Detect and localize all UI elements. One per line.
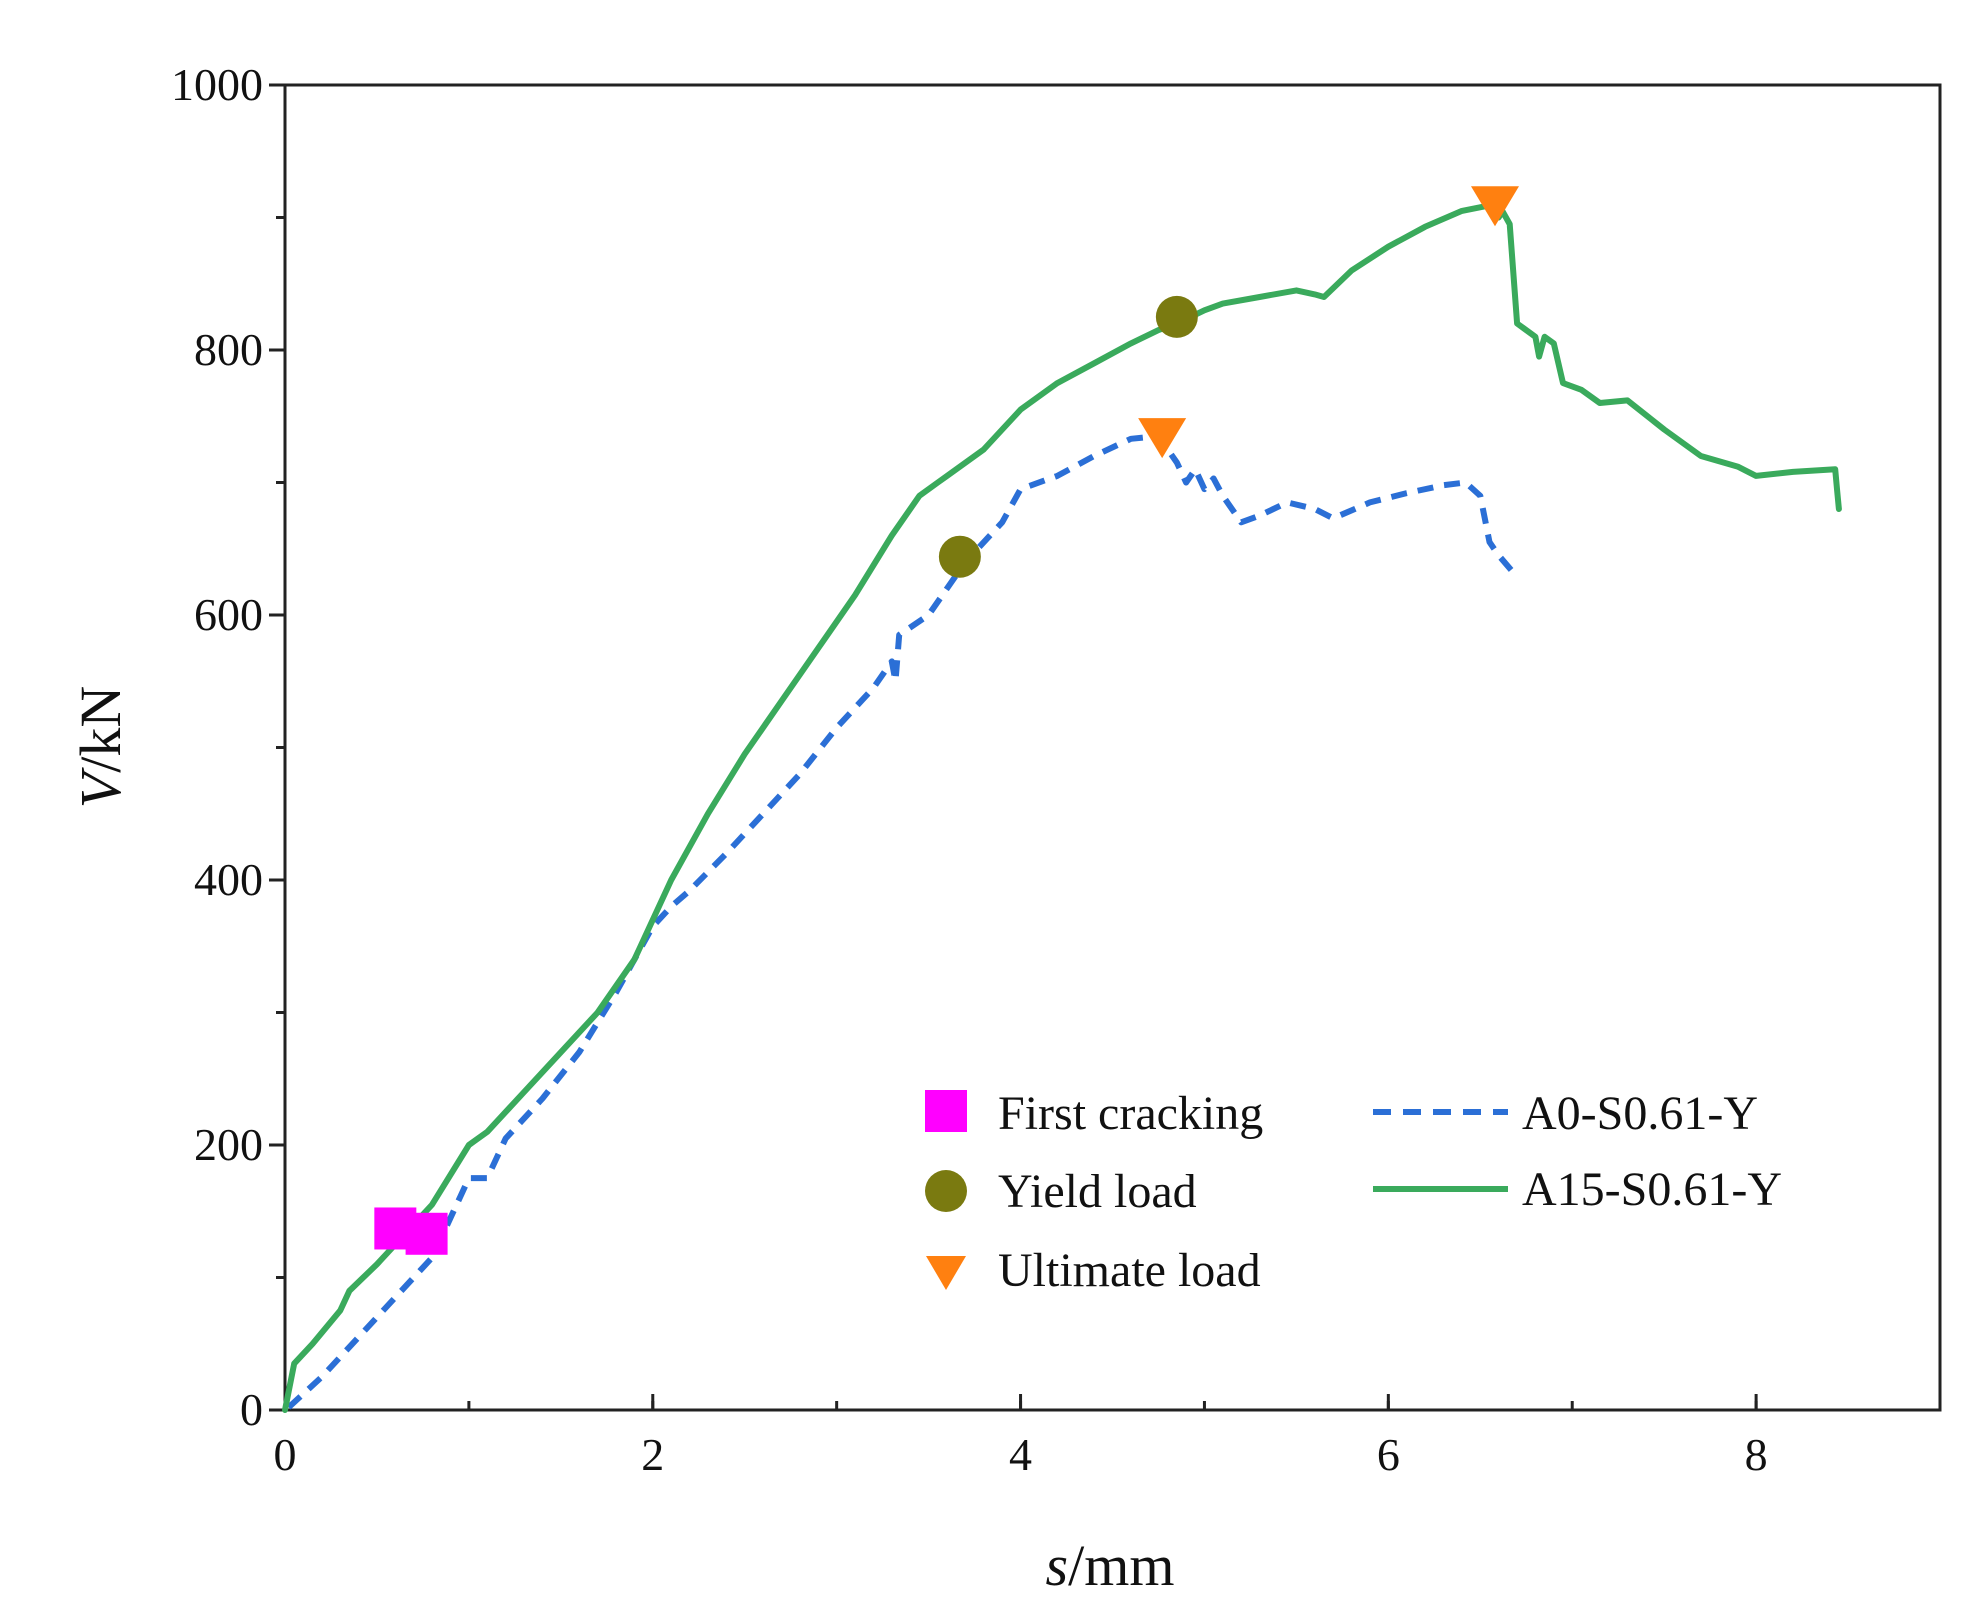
y-axis-unit: /kN	[68, 686, 133, 773]
marker-yield-load-a0-s0-61-y	[938, 535, 981, 578]
series-line-a15-s0-61-y	[282, 201, 1842, 1413]
legend-yield-load-label: Yield load	[998, 1165, 1197, 1218]
legend-a15-label: A15-S0.61-Y	[1522, 1163, 1782, 1216]
marker-ultimate-load-a0-s0-61-y	[1138, 418, 1187, 459]
legend-ultimate-load-label: Ultimate load	[998, 1244, 1261, 1297]
x-tick-label: 8	[1745, 1429, 1768, 1480]
legend-ultimate-load-swatch	[926, 1256, 966, 1290]
legend-a0-label: A0-S0.61-Y	[1522, 1087, 1758, 1140]
marker-first-cracking-a0-s0-61-y	[405, 1212, 448, 1255]
y-tick-label: 800	[194, 324, 263, 375]
x-tick-label: 0	[274, 1429, 297, 1480]
x-tick-label: 2	[641, 1429, 664, 1480]
x-axis-unit: /mm	[1068, 1533, 1174, 1598]
y-tick-label: 1000	[171, 59, 263, 110]
marker-yield-load-a15-s0-61-y	[1155, 295, 1198, 338]
data-markers	[374, 186, 1519, 1255]
x-axis-var: s	[1046, 1533, 1069, 1598]
x-tick-label: 4	[1009, 1429, 1032, 1480]
y-tick-label: 600	[194, 589, 263, 640]
legend-yield-load-swatch	[925, 1170, 967, 1212]
y-axis-title: V/kN	[68, 686, 133, 808]
x-tick-label: 6	[1377, 1429, 1400, 1480]
series-line-a0-s0-61-y	[286, 433, 1516, 1410]
y-tick-label: 0	[240, 1384, 263, 1435]
legend-first-cracking-swatch	[925, 1090, 967, 1132]
x-axis-title: s/mm	[1046, 1533, 1175, 1598]
y-tick-label: 400	[194, 854, 263, 905]
y-tick-label: 200	[194, 1119, 263, 1170]
legend: First cracking Yield load Ultimate load …	[925, 1087, 1782, 1297]
series-lines	[282, 201, 1842, 1413]
legend-first-cracking-label: First cracking	[998, 1087, 1263, 1140]
y-axis-var: V	[68, 766, 133, 808]
marker-ultimate-load-a15-s0-61-y	[1470, 186, 1519, 227]
